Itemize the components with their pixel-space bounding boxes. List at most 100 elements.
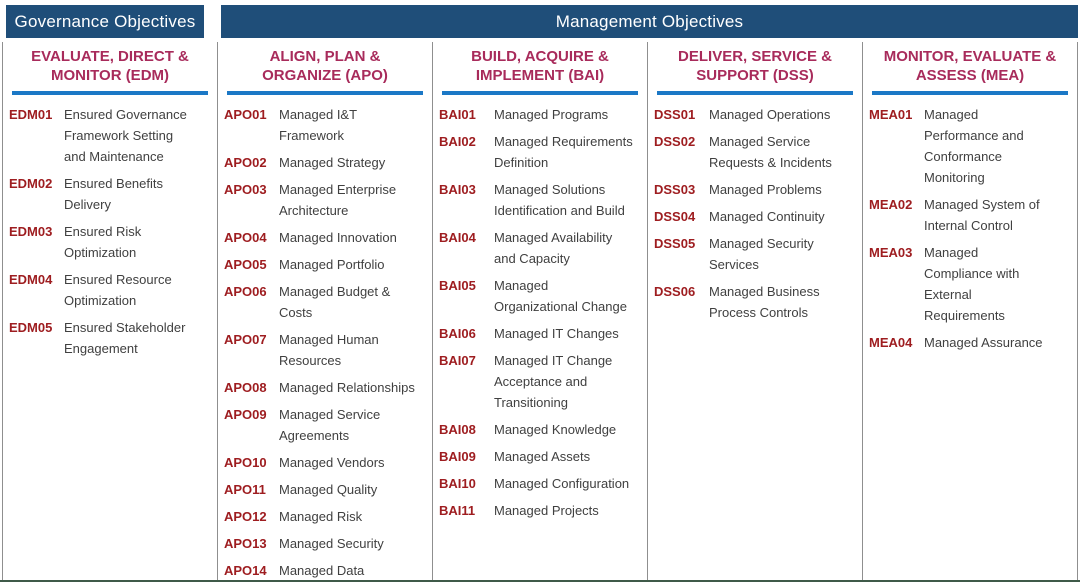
objective-code: DSS03 <box>654 182 696 197</box>
column-mea: MONITOR, EVALUATE & ASSESS (MEA) MEA01 Ma… <box>863 42 1077 580</box>
objective-item: DSS06 Managed Business Process Controls <box>654 281 856 323</box>
objective-label: Managed Knowledge <box>494 422 617 437</box>
objective-label: Ensured Risk Optimization <box>64 224 142 260</box>
objective-item: MEA02 Managed System of Internal Control <box>869 194 1071 236</box>
objective-code: BAI02 <box>439 134 476 149</box>
objective-item: APO10 Managed Vendors <box>224 452 426 473</box>
column-edm: EVALUATE, DIRECT & MONITOR (EDM) EDM01 En… <box>3 42 218 580</box>
objective-item: BAI07 Managed IT Change Acceptance and Tr… <box>439 350 641 413</box>
objective-code: DSS06 <box>654 284 696 299</box>
objective-label: Managed System of Internal Control <box>924 197 1040 233</box>
objective-label: Ensured Resource Optimization <box>64 272 172 308</box>
objective-label: Managed Strategy <box>279 155 386 170</box>
objective-code: APO04 <box>224 230 267 245</box>
objective-code: APO12 <box>224 509 267 524</box>
objective-code: DSS01 <box>654 107 696 122</box>
objective-item: BAI01 Managed Programs <box>439 104 641 125</box>
objective-code: DSS05 <box>654 236 696 251</box>
objective-item: APO14 Managed Data <box>224 560 426 581</box>
objective-item: MEA03 Managed Compliance with External Re… <box>869 242 1071 326</box>
objective-list-mea: MEA01 Managed Performance and Conformance… <box>869 104 1071 353</box>
objective-code: EDM05 <box>9 320 53 335</box>
objective-label: Managed Organizational Change <box>494 278 627 314</box>
heading-underline <box>12 91 208 95</box>
governance-header-bar: Governance Objectives <box>6 5 204 38</box>
column-heading-apo: ALIGN, PLAN & ORGANIZE (APO) <box>262 48 388 84</box>
objective-code: APO03 <box>224 182 267 197</box>
objective-label: Managed Enterprise Architecture <box>279 182 397 218</box>
column-bai: BUILD, ACQUIRE & IMPLEMENT (BAI) BAI01 Ma… <box>433 42 648 580</box>
objective-label: Managed Budget & Costs <box>279 284 391 320</box>
objective-label: Managed Data <box>279 563 365 578</box>
objective-label: Managed Requirements Definition <box>494 134 633 170</box>
objective-item: BAI08 Managed Knowledge <box>439 419 641 440</box>
objective-item: EDM02 Ensured Benefits Delivery <box>9 173 211 215</box>
objective-label: Managed Service Requests & Incidents <box>709 134 832 170</box>
objective-item: APO08 Managed Relationships <box>224 377 426 398</box>
objective-code: APO05 <box>224 257 267 272</box>
column-apo: ALIGN, PLAN & ORGANIZE (APO) APO01 Manage… <box>218 42 433 580</box>
heading-underline <box>657 91 853 95</box>
objective-code: BAI09 <box>439 449 476 464</box>
objective-code: BAI11 <box>439 503 476 518</box>
objective-label: Managed Risk <box>279 509 363 524</box>
objective-label: Ensured Stakeholder Engagement <box>64 320 186 356</box>
objective-label: Managed Compliance with External Require… <box>924 245 1020 323</box>
objective-label: Managed Performance and Conformance Moni… <box>924 107 1024 185</box>
column-heading-mea: MONITOR, EVALUATE & ASSESS (MEA) <box>883 48 1057 84</box>
objective-code: MEA01 <box>869 107 913 122</box>
objective-code: APO02 <box>224 155 267 170</box>
objective-item: BAI10 Managed Configuration <box>439 473 641 494</box>
column-heading-edm: EVALUATE, DIRECT & MONITOR (EDM) <box>31 48 189 84</box>
objective-code: MEA04 <box>869 335 913 350</box>
objective-label: Ensured Benefits Delivery <box>64 176 164 212</box>
objective-item: MEA04 Managed Assurance <box>869 332 1071 353</box>
objective-item: DSS01 Managed Operations <box>654 104 856 125</box>
objective-label: Managed Solutions Identification and Bui… <box>494 182 625 218</box>
objective-item: EDM01 Ensured Governance Framework Settin… <box>9 104 211 167</box>
objective-item: BAI06 Managed IT Changes <box>439 323 641 344</box>
objective-item: DSS03 Managed Problems <box>654 179 856 200</box>
objective-code: APO08 <box>224 380 267 395</box>
objective-list-edm: EDM01 Ensured Governance Framework Settin… <box>9 104 211 359</box>
objective-item: APO04 Managed Innovation <box>224 227 426 248</box>
objective-item: APO11 Managed Quality <box>224 479 426 500</box>
objective-code: APO06 <box>224 284 267 299</box>
objective-label: Managed Business Process Controls <box>709 284 820 320</box>
objective-code: EDM04 <box>9 272 53 287</box>
objective-item: DSS04 Managed Continuity <box>654 206 856 227</box>
objective-code: BAI04 <box>439 230 476 245</box>
objective-label: Managed Assurance <box>924 335 1043 350</box>
objective-label: Managed Programs <box>494 107 609 122</box>
objective-label: Managed I&T Framework <box>279 107 358 143</box>
objective-label: Managed Operations <box>709 107 831 122</box>
objective-code: APO11 <box>224 482 266 497</box>
objective-code: APO07 <box>224 332 267 347</box>
objective-label: Managed Portfolio <box>279 257 385 272</box>
objective-label: Managed Continuity <box>709 209 825 224</box>
objective-label: Managed Vendors <box>279 455 385 470</box>
objective-item: APO09 Managed Service Agreements <box>224 404 426 446</box>
objective-item: BAI04 Managed Availability and Capacity <box>439 227 641 269</box>
objective-item: DSS05 Managed Security Services <box>654 233 856 275</box>
objective-code: MEA03 <box>869 245 913 260</box>
objective-item: APO03 Managed Enterprise Architecture <box>224 179 426 221</box>
objective-label: Managed Service Agreements <box>279 407 381 443</box>
column-dss: DELIVER, SERVICE & SUPPORT (DSS) DSS01 Ma… <box>648 42 863 580</box>
objective-code: BAI05 <box>439 278 476 293</box>
objective-code: MEA02 <box>869 197 913 212</box>
objective-label: Managed Human Resources <box>279 332 379 368</box>
objective-item: APO02 Managed Strategy <box>224 152 426 173</box>
objective-label: Managed Problems <box>709 182 822 197</box>
objective-code: BAI08 <box>439 422 476 437</box>
objective-code: APO09 <box>224 407 267 422</box>
objective-code: APO10 <box>224 455 267 470</box>
objective-label: Managed Assets <box>494 449 591 464</box>
objective-item: APO06 Managed Budget & Costs <box>224 281 426 323</box>
objective-label: Managed Security Services <box>709 236 814 272</box>
objective-list-apo: APO01 Managed I&T Framework APO02 Managed S… <box>224 104 426 581</box>
objective-item: BAI09 Managed Assets <box>439 446 641 467</box>
objective-label: Managed Configuration <box>494 476 630 491</box>
objective-code: BAI03 <box>439 182 476 197</box>
